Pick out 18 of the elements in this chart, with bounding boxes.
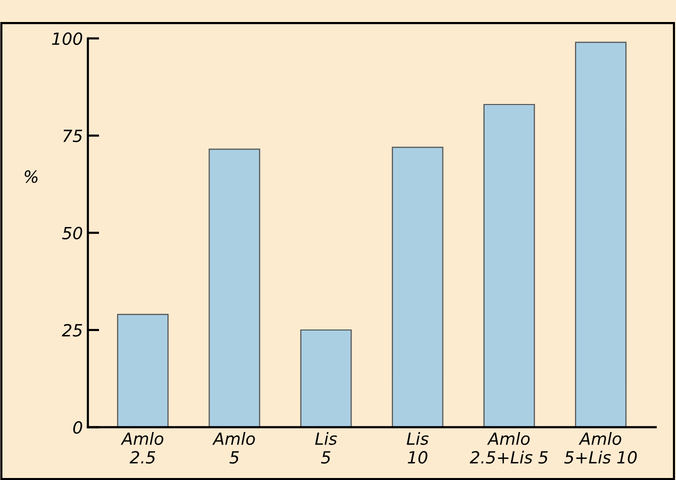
x-tick-label: Amlo 2.5+Lis 5 [470, 432, 548, 464]
y-tick-label: 75 [63, 130, 82, 142]
x-tick-label: Amlo 5 [212, 432, 255, 464]
bar [575, 42, 627, 428]
y-axis-title: % [24, 170, 38, 183]
bar [208, 148, 260, 428]
bar [117, 314, 169, 428]
bar [300, 329, 352, 428]
y-tick-label: 100 [52, 32, 82, 45]
y-tick-label: 50 [62, 226, 82, 240]
x-tick-label: Lis 10 [406, 432, 429, 464]
x-tick-label: Lis 5 [315, 432, 337, 464]
y-tick-label: 0 [73, 421, 82, 434]
y-tick-label: 25 [62, 324, 82, 337]
x-tick-label: Amlo 5+Lis 10 [564, 432, 637, 464]
bar [392, 146, 444, 428]
x-tick-label: Amlo 2.5 [120, 432, 164, 464]
bar [483, 104, 535, 428]
